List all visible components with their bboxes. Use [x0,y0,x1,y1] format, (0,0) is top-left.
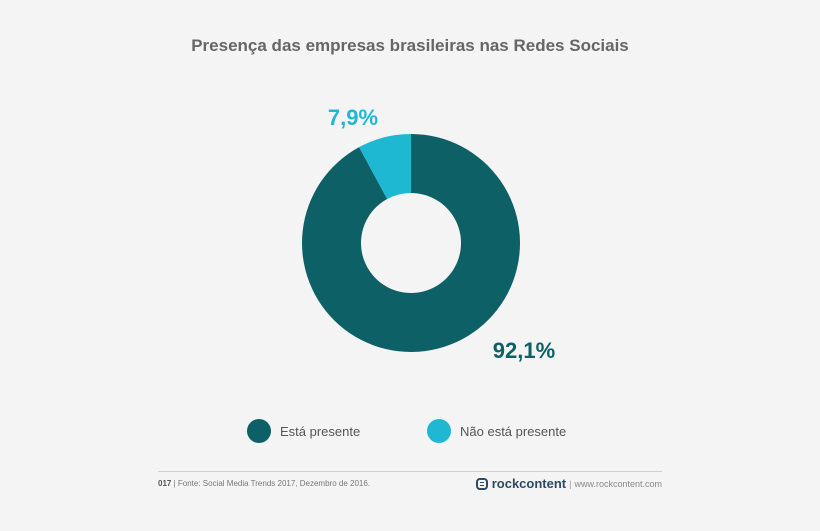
page-number: 017 [158,479,172,488]
brand-separator: | [569,478,572,489]
slice-esta-presente [302,134,521,352]
legend-swatch-nao-esta-presente [427,419,451,443]
legend-swatch-esta-presente [247,419,271,443]
footer-brand: rockcontent | www.rockcontent.com [475,476,662,491]
source-text: | Fonte: Social Media Trends 2017, Dezem… [173,479,371,488]
legend-label-nao-esta-presente: Não está presente [460,423,567,439]
legend-label-esta-presente: Está presente [280,423,361,439]
brand-url: www.rockcontent.com [574,478,662,489]
brand-name: rockcontent [491,476,567,491]
chart-title: Presença das empresas brasileiras nas Re… [191,36,629,55]
legend-item-nao-esta-presente: Não está presente [427,419,566,443]
slice-nao-esta-presente [359,134,411,200]
rockcontent-logo-icon [475,477,488,490]
footer-source: 017 | Fonte: Social Media Trends 2017, D… [158,479,370,488]
footer-divider [158,471,662,472]
value-label-nao-esta-presente: 7,9% [328,105,378,130]
legend-item-esta-presente: Está presente [247,419,360,443]
legend: Está presente Não está presente [0,419,820,443]
value-label-esta-presente: 92,1% [493,338,555,363]
